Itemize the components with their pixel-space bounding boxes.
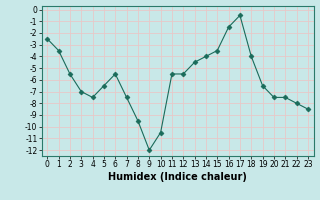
X-axis label: Humidex (Indice chaleur): Humidex (Indice chaleur) — [108, 172, 247, 182]
